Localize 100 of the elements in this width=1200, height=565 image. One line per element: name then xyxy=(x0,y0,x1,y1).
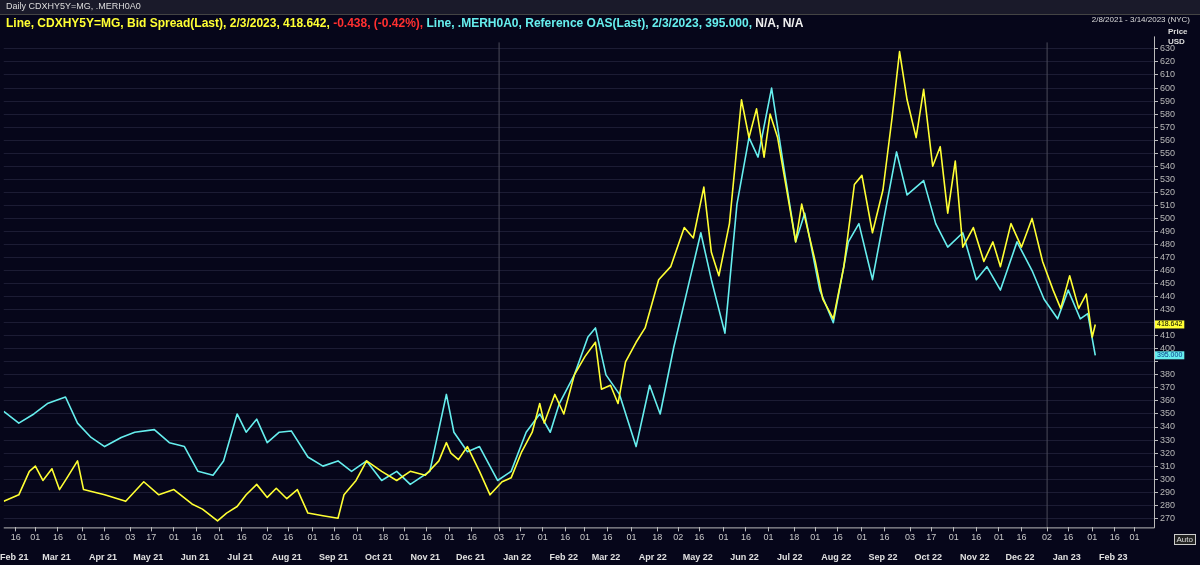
x-tick-label: 17 xyxy=(926,532,937,543)
y-tick-label: 590 xyxy=(1160,95,1176,106)
x-tick-label: 16 xyxy=(52,532,63,543)
x-tick-label: 16 xyxy=(879,532,890,543)
y-tick-label: 510 xyxy=(1160,199,1176,210)
x2-tick-label: Oct 21 xyxy=(364,552,393,563)
x2-tick-label: Feb 22 xyxy=(549,552,579,563)
x2-tick-label: Dec 21 xyxy=(455,552,485,563)
x-tick-label: 01 xyxy=(352,532,363,543)
y-tick-label: 620 xyxy=(1160,56,1176,67)
x-tick-label: 17 xyxy=(146,532,157,543)
y-tick-label: 440 xyxy=(1160,291,1176,302)
x2-tick-label: Feb 21 xyxy=(0,552,29,563)
y-tick-label: 430 xyxy=(1160,304,1176,315)
y-axis-title: Price USD xyxy=(1168,27,1189,46)
y-tick-label: 480 xyxy=(1160,238,1176,249)
x-tick-label: 01 xyxy=(30,532,41,543)
x-tick-label: 01 xyxy=(168,532,179,543)
y-tick-label: 610 xyxy=(1160,69,1176,80)
x-tick-label: 01 xyxy=(77,532,88,543)
x-tick-label: 02 xyxy=(673,532,684,543)
x-tick-label: 02 xyxy=(1042,532,1053,543)
y-tick-label: 350 xyxy=(1160,408,1176,419)
x2-tick-label: Sep 21 xyxy=(318,552,348,563)
x-tick-label: 16 xyxy=(694,532,705,543)
text: Line, CDXHY5Y=MG, Bid Spread(Last), 2/3/2023, 418.642, xyxy=(6,16,330,30)
y-tick-label: 450 xyxy=(1160,278,1176,289)
x-tick-label: 16 xyxy=(740,532,751,543)
x2-tick-label: Apr 22 xyxy=(638,552,667,563)
y-tick-label: 600 xyxy=(1160,82,1176,93)
text: -0.438, (-0.42%), xyxy=(333,16,424,30)
y-tick-label: 630 xyxy=(1160,43,1176,54)
x-tick-label: 18 xyxy=(789,532,800,543)
x-tick-label: 16 xyxy=(1109,532,1120,543)
x2-tick-label: May 21 xyxy=(133,552,164,563)
y-tick-label: 470 xyxy=(1160,252,1176,263)
x-tick-label: 01 xyxy=(399,532,410,543)
y-tick-label: 500 xyxy=(1160,212,1176,223)
x2-tick-label: Dec 22 xyxy=(1005,552,1035,563)
x2-tick-label: Jun 21 xyxy=(180,552,210,563)
x-tick-label: 01 xyxy=(810,532,821,543)
x2-tick-label: Jan 22 xyxy=(503,552,532,563)
x2-tick-label: Aug 21 xyxy=(271,552,302,563)
x-tick-label: 16 xyxy=(832,532,843,543)
x-tick-label: 16 xyxy=(10,532,21,543)
x-tick-label: 03 xyxy=(905,532,916,543)
y-tick-label: 380 xyxy=(1160,369,1176,380)
x-tick-label: 17 xyxy=(515,532,526,543)
x-tick-label: 16 xyxy=(421,532,432,543)
y-tick-label: 560 xyxy=(1160,134,1176,145)
x-tick-label: 18 xyxy=(652,532,663,543)
text: Auto xyxy=(1173,534,1196,545)
x-tick-label: 16 xyxy=(236,532,247,543)
x-tick-label: 01 xyxy=(214,532,225,543)
x-tick-label: 01 xyxy=(718,532,729,543)
x-tick-label: 01 xyxy=(1129,532,1140,543)
chart-subtitle: 2/8/2021 - 3/14/2023 (NYC) xyxy=(1091,15,1190,24)
y-tick-label: 360 xyxy=(1160,395,1176,406)
y-tick-label: 540 xyxy=(1160,160,1176,171)
y-tick-label: 400 xyxy=(1160,343,1176,354)
x2-tick-label: Mar 22 xyxy=(591,552,621,563)
x-tick-label: 16 xyxy=(191,532,202,543)
x2-tick-label: Nov 21 xyxy=(410,552,441,563)
x-tick-label: 16 xyxy=(971,532,982,543)
x-tick-label: 18 xyxy=(378,532,389,543)
x-tick-label: 01 xyxy=(856,532,867,543)
x-tick-label: 01 xyxy=(537,532,548,543)
x2-tick-label: Aug 22 xyxy=(821,552,852,563)
x-tick-label: 16 xyxy=(560,532,571,543)
x2-tick-label: Oct 22 xyxy=(914,552,942,563)
x-tick-label: 16 xyxy=(466,532,477,543)
x-tick-label: 01 xyxy=(626,532,637,543)
y-tick-label: 570 xyxy=(1160,121,1176,132)
x2-tick-label: Apr 21 xyxy=(89,552,118,563)
x2-tick-label: Nov 22 xyxy=(960,552,990,563)
x-tick-label: 16 xyxy=(1016,532,1027,543)
y-tick-label: 330 xyxy=(1160,434,1176,445)
x-tick-label: 16 xyxy=(283,532,294,543)
y-tick-label: 580 xyxy=(1160,108,1176,119)
y-tick-label: 490 xyxy=(1160,225,1176,236)
x-tick-label: 16 xyxy=(1063,532,1074,543)
y-tick-label: 530 xyxy=(1160,173,1176,184)
x2-tick-label: Jul 22 xyxy=(776,552,803,563)
x-tick-label: 03 xyxy=(125,532,136,543)
text: N/A, N/A xyxy=(755,16,804,30)
x-tick-label: 01 xyxy=(579,532,590,543)
y-tick-label: 550 xyxy=(1160,147,1176,158)
x2-tick-label: Jun 22 xyxy=(730,552,759,563)
x-tick-label: 03 xyxy=(494,532,505,543)
y-tick-label: 320 xyxy=(1160,447,1176,458)
y-tick-label: 290 xyxy=(1160,486,1176,497)
x-tick-label: 16 xyxy=(329,532,340,543)
y-tick-label: 520 xyxy=(1160,186,1176,197)
y-tick-label: 280 xyxy=(1160,499,1176,510)
y-tick-label: 340 xyxy=(1160,421,1176,432)
x-tick-label: 01 xyxy=(763,532,774,543)
y-tick-label: 270 xyxy=(1160,512,1176,523)
x-tick-label: 01 xyxy=(307,532,318,543)
x-tick-label: 02 xyxy=(262,532,273,543)
x2-tick-label: Feb 23 xyxy=(1099,552,1128,563)
